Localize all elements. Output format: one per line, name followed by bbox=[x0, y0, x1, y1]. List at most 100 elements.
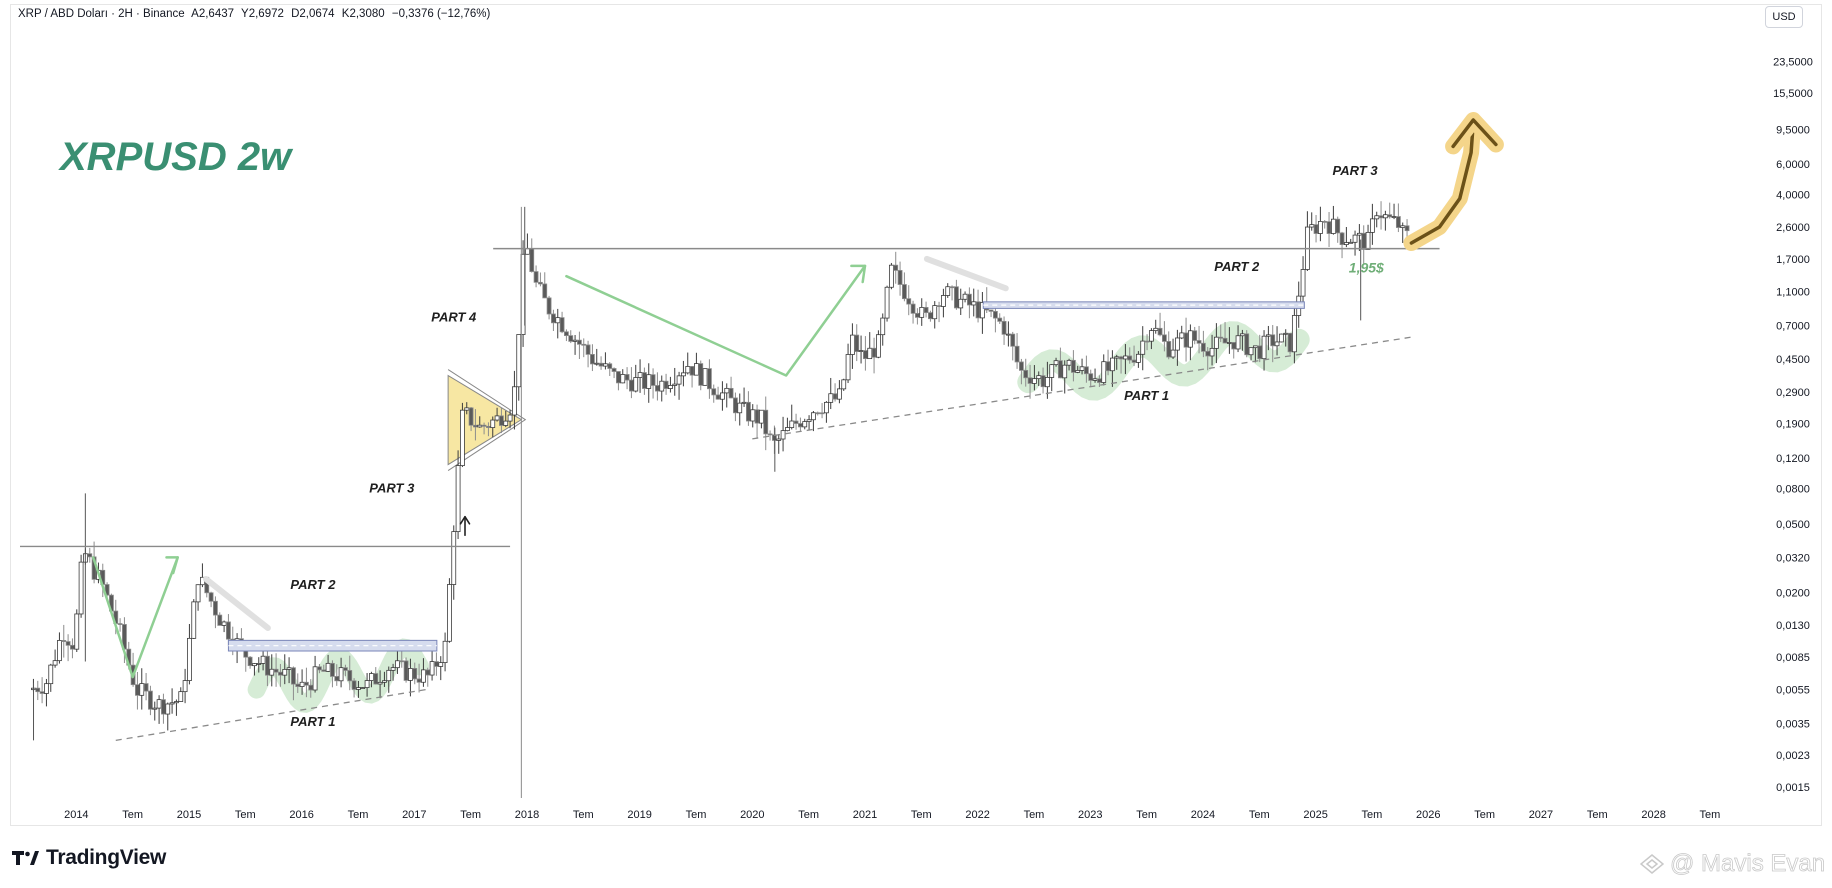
candle-body bbox=[733, 397, 738, 414]
candle-body bbox=[425, 669, 431, 676]
high-value: 2,6972 bbox=[248, 8, 284, 20]
candle-body bbox=[399, 660, 405, 663]
projection-arrow-head bbox=[1451, 118, 1498, 149]
low-label: D bbox=[291, 8, 300, 20]
candle-body bbox=[698, 363, 704, 386]
candle-body bbox=[195, 584, 201, 603]
candle-body bbox=[135, 684, 140, 696]
candle-body bbox=[728, 387, 734, 399]
candle-body bbox=[1222, 337, 1228, 344]
candle-body bbox=[1200, 342, 1206, 352]
candle-body bbox=[165, 703, 171, 715]
candle-body bbox=[923, 307, 929, 314]
candle-body bbox=[503, 420, 509, 426]
candle-body bbox=[152, 707, 158, 710]
candle-body bbox=[512, 386, 517, 416]
triangle-outline bbox=[447, 369, 527, 472]
candle-body bbox=[581, 343, 587, 346]
x-tick-label: Tem bbox=[1474, 809, 1495, 821]
candle-body bbox=[44, 683, 49, 694]
up-arrow-head bbox=[459, 515, 471, 525]
candle-body bbox=[1352, 234, 1358, 243]
candle-body bbox=[377, 681, 383, 685]
x-tick-label: 2020 bbox=[740, 809, 764, 821]
candle-body bbox=[1005, 333, 1011, 336]
candle-body bbox=[1174, 337, 1180, 351]
candle-body bbox=[65, 641, 71, 646]
candle-body bbox=[416, 678, 422, 683]
candle-body bbox=[286, 667, 292, 670]
support-trendline bbox=[115, 689, 426, 742]
candle-body bbox=[1036, 375, 1042, 380]
candle-body bbox=[966, 293, 972, 306]
candle-body bbox=[360, 687, 366, 689]
candle-body bbox=[117, 623, 123, 625]
candle-body bbox=[871, 347, 877, 358]
change-value: −0,3376 (−12,76%) bbox=[391, 8, 491, 20]
candle-body bbox=[395, 660, 400, 669]
candle-body bbox=[1274, 341, 1280, 347]
candle-body bbox=[486, 425, 491, 428]
candle-body bbox=[837, 388, 842, 400]
candle-body bbox=[607, 363, 613, 369]
candle-body bbox=[958, 298, 964, 309]
candle-body bbox=[57, 640, 62, 662]
candle-body bbox=[533, 271, 539, 283]
candle-body bbox=[525, 248, 530, 255]
x-tick-label: 2026 bbox=[1416, 809, 1440, 821]
candle-body bbox=[282, 668, 288, 676]
candle-body bbox=[338, 667, 344, 682]
candle-body bbox=[1031, 378, 1037, 384]
candle-body bbox=[802, 421, 808, 428]
candle-body bbox=[884, 286, 890, 319]
candle-body bbox=[364, 680, 370, 688]
candle-body bbox=[962, 293, 968, 300]
candle-body bbox=[1326, 221, 1332, 234]
candle-body bbox=[260, 655, 266, 664]
x-tick-label: Tem bbox=[460, 809, 481, 821]
candle-body bbox=[945, 286, 951, 296]
candle-body bbox=[191, 601, 197, 639]
candle-body bbox=[1291, 315, 1297, 353]
candle-body bbox=[668, 385, 673, 389]
faint-arrow bbox=[923, 255, 1009, 292]
part-label: PART 3 bbox=[1333, 163, 1379, 178]
candle-body bbox=[174, 701, 179, 704]
candle-body bbox=[1387, 214, 1393, 218]
candle-body bbox=[988, 309, 994, 312]
candle-body bbox=[893, 264, 899, 271]
candle-body bbox=[1283, 332, 1289, 335]
candle-body bbox=[880, 317, 886, 336]
candle-body bbox=[763, 409, 769, 435]
candle-body bbox=[247, 656, 253, 667]
candle-body bbox=[854, 334, 860, 352]
candle-body bbox=[330, 662, 335, 677]
candle-body bbox=[308, 684, 314, 691]
candle-body bbox=[568, 335, 574, 342]
candle-body bbox=[507, 414, 513, 422]
x-tick-label: 2017 bbox=[402, 809, 426, 821]
candle-body bbox=[1109, 357, 1115, 372]
candle-body bbox=[1127, 355, 1133, 361]
currency-button[interactable]: USD bbox=[1765, 6, 1803, 28]
candle-body bbox=[681, 372, 686, 377]
candle-body bbox=[750, 409, 756, 422]
x-tick-label: Tem bbox=[686, 809, 707, 821]
candle-body bbox=[538, 281, 543, 285]
x-tick-label: 2024 bbox=[1191, 809, 1215, 821]
candle-body bbox=[1261, 335, 1267, 360]
candle-body bbox=[741, 401, 747, 404]
tradingview-logo[interactable]: TradingView bbox=[12, 846, 166, 870]
candle-body bbox=[1183, 332, 1189, 348]
candle-body bbox=[906, 298, 912, 305]
part-label: PART 2 bbox=[290, 577, 336, 592]
candle-body bbox=[139, 683, 145, 696]
candle-body bbox=[971, 301, 977, 306]
candle-body bbox=[992, 310, 998, 319]
candle-body bbox=[369, 673, 374, 681]
candle-body bbox=[321, 669, 327, 672]
chart-title: XRPUSD 2w bbox=[58, 135, 294, 179]
candle-body bbox=[213, 600, 218, 616]
candle-body bbox=[1209, 347, 1215, 357]
